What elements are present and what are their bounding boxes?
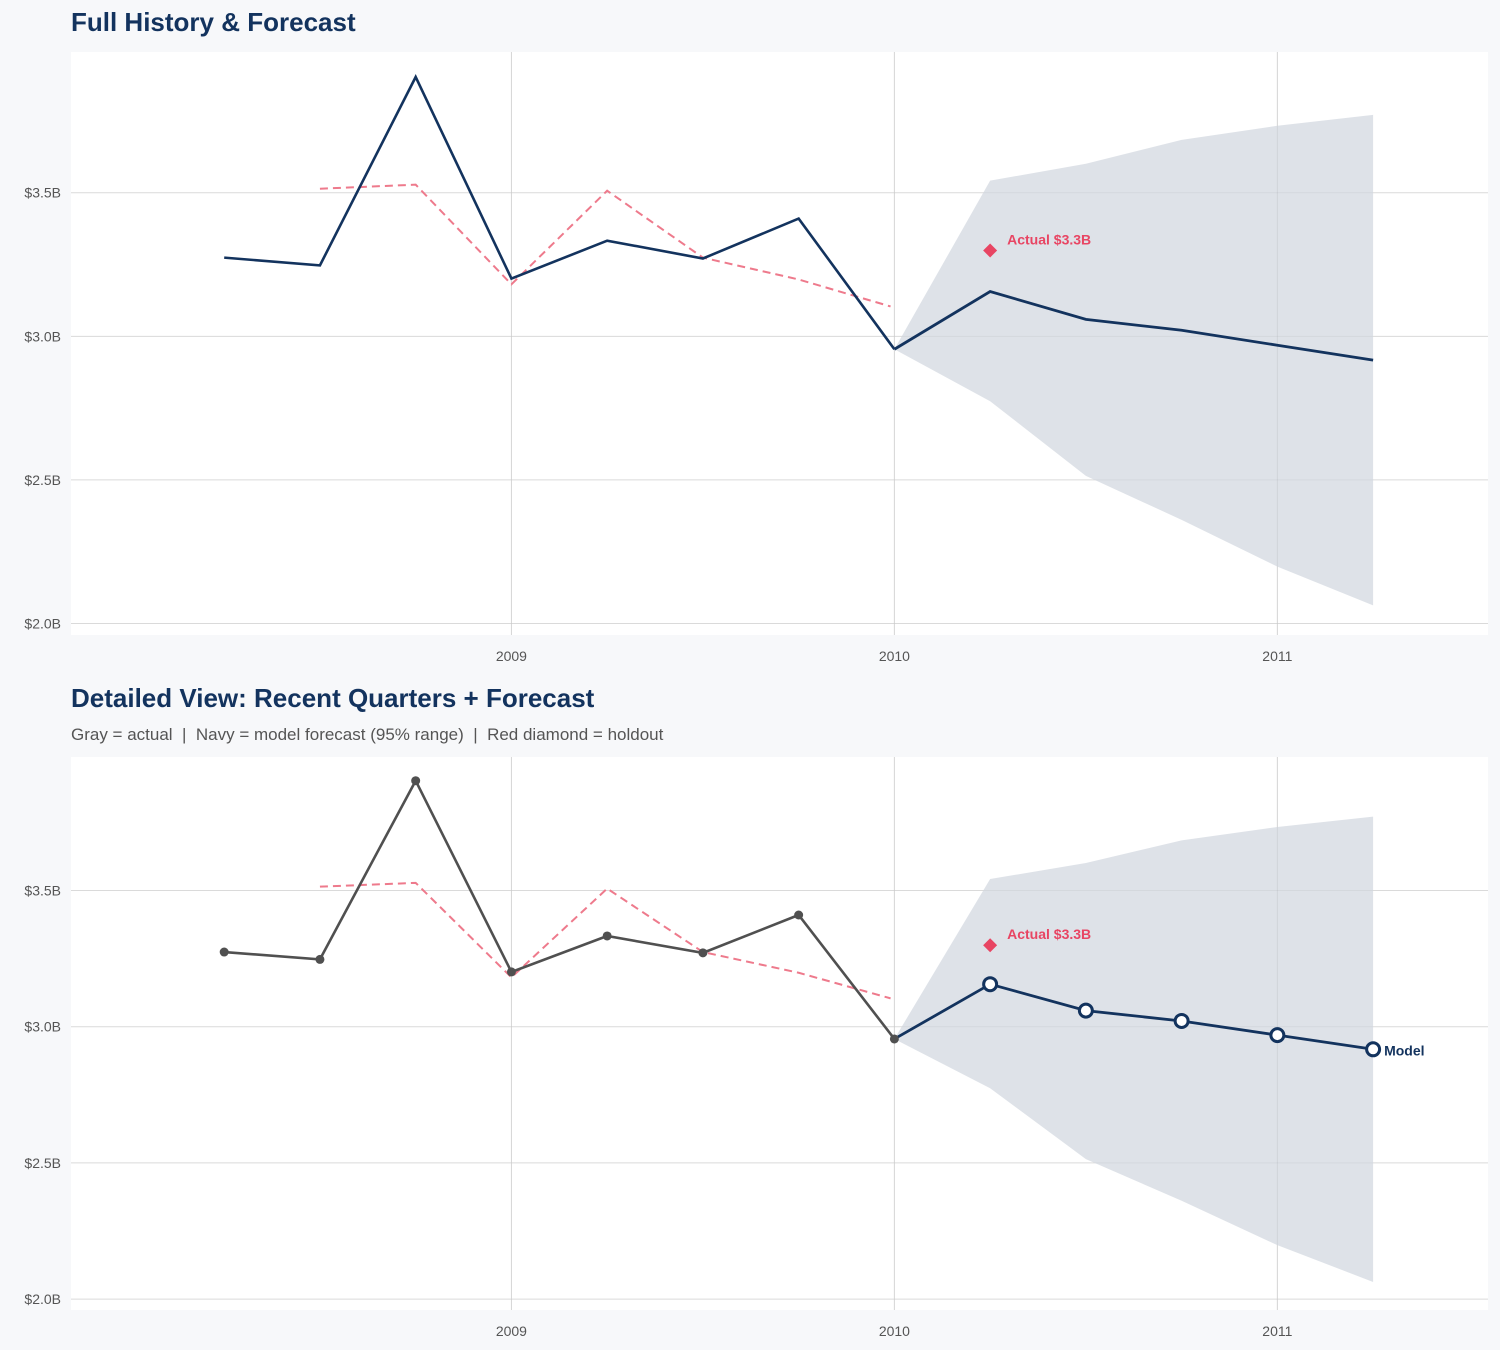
y-tick-label: $2.0B	[24, 616, 61, 632]
y-tick-label: $2.0B	[24, 1291, 61, 1307]
y-tick-label: $2.5B	[24, 472, 61, 488]
y-tick-label: $3.0B	[24, 328, 61, 344]
forecast-point	[982, 976, 999, 993]
y-tick-label: $3.5B	[24, 185, 61, 201]
holdout-label: Actual $3.3B	[1007, 926, 1091, 942]
chart-title-top: Full History & Forecast	[71, 7, 356, 37]
actual-point	[794, 910, 804, 920]
y-tick-label: $2.5B	[24, 1155, 61, 1171]
x-tick-label: 2011	[1262, 1323, 1292, 1339]
panel-detailed-view: $2.0B $2.5B $3.0B $3.5B 2009 2010 2011 Model Act…	[24, 757, 1488, 1339]
forecast-point	[1365, 1041, 1382, 1058]
fitted-dashed-line	[319, 183, 891, 308]
forecast-confidence-band	[894, 114, 1374, 606]
panel-full-history: $2.0B $2.5B $3.0B $3.5B 2009 2010 2011 Actual $…	[24, 52, 1488, 664]
actual-point	[602, 931, 612, 941]
forecast-line	[893, 290, 1374, 362]
y-tick-label: $3.0B	[24, 1019, 61, 1035]
actual-line	[224, 74, 896, 351]
actual-point	[315, 954, 325, 964]
fitted-dashed-line	[319, 881, 891, 1000]
x-tick-label: 2009	[496, 648, 527, 664]
forecast-end-label: Model	[1384, 1042, 1424, 1058]
x-tick-label: 2010	[879, 648, 910, 664]
chart-subtitle-bottom: Gray = actual | Navy = model forecast (9…	[71, 725, 664, 744]
actual-point	[219, 947, 229, 957]
actual-point	[506, 967, 516, 977]
holdout-label: Actual $3.3B	[1007, 231, 1091, 247]
forecast-point	[1077, 1002, 1094, 1019]
actual-point	[411, 776, 421, 786]
actual-point	[889, 1034, 899, 1044]
y-tick-label: $3.5B	[24, 882, 61, 898]
x-tick-label: 2009	[496, 1323, 527, 1339]
actual-point	[698, 948, 708, 958]
chart-title-bottom: Detailed View: Recent Quarters + Forecas…	[71, 683, 595, 713]
actual-line	[224, 777, 896, 1040]
holdout-diamond	[983, 938, 998, 953]
x-tick-label: 2010	[879, 1323, 910, 1339]
forecast-point	[1269, 1027, 1286, 1044]
forecast-confidence-band	[894, 816, 1374, 1282]
forecast-point	[1173, 1012, 1190, 1029]
x-tick-label: 2011	[1262, 648, 1292, 664]
forecast-line	[893, 982, 1374, 1051]
holdout-diamond	[983, 243, 998, 258]
